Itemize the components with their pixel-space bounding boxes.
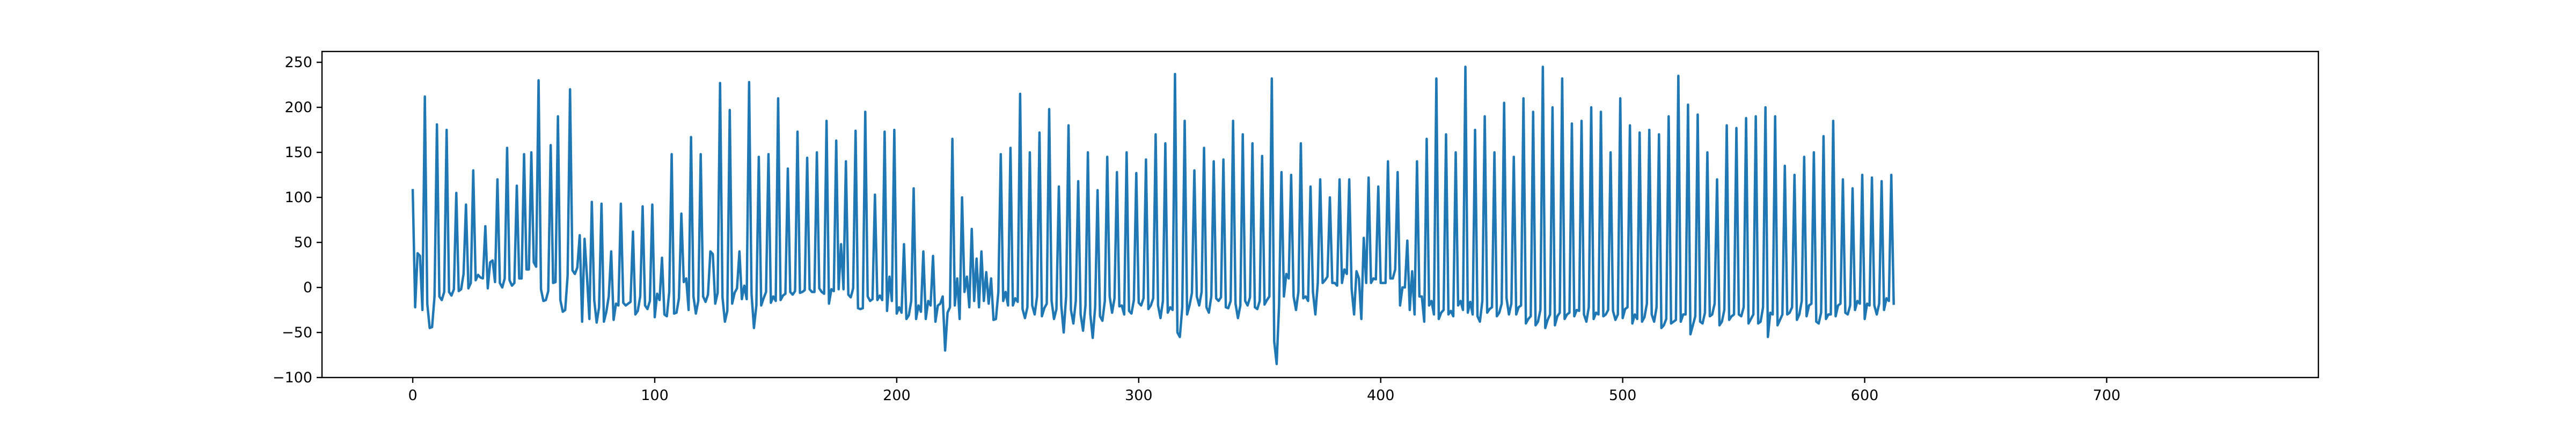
x-tick-label: 600	[1851, 387, 1879, 404]
y-tick-label: −50	[282, 324, 312, 341]
y-axis-ticks: −100 −50 0 50 100 150 200 250	[273, 54, 322, 386]
y-tick-label: 200	[284, 99, 312, 116]
x-tick-label: 300	[1125, 387, 1153, 404]
y-tick-label: 50	[294, 234, 312, 251]
x-tick-label: 200	[883, 387, 911, 404]
y-tick-label: −100	[273, 369, 312, 386]
x-tick-label: 700	[2093, 387, 2121, 404]
y-tick-label: 250	[284, 54, 312, 71]
y-tick-label: 0	[303, 279, 312, 296]
series-line-0	[411, 65, 1895, 366]
x-tick-label: 500	[1609, 387, 1637, 404]
y-tick-label: 100	[284, 189, 312, 206]
x-axis-ticks: 0 100 200 300 400 500 600 700	[408, 378, 2120, 404]
plot-area	[411, 65, 1895, 366]
x-tick-label: 400	[1367, 387, 1395, 404]
x-tick-label: 0	[408, 387, 417, 404]
y-tick-label: 150	[284, 144, 312, 161]
x-tick-label: 100	[641, 387, 669, 404]
plot-frame	[321, 50, 2319, 379]
